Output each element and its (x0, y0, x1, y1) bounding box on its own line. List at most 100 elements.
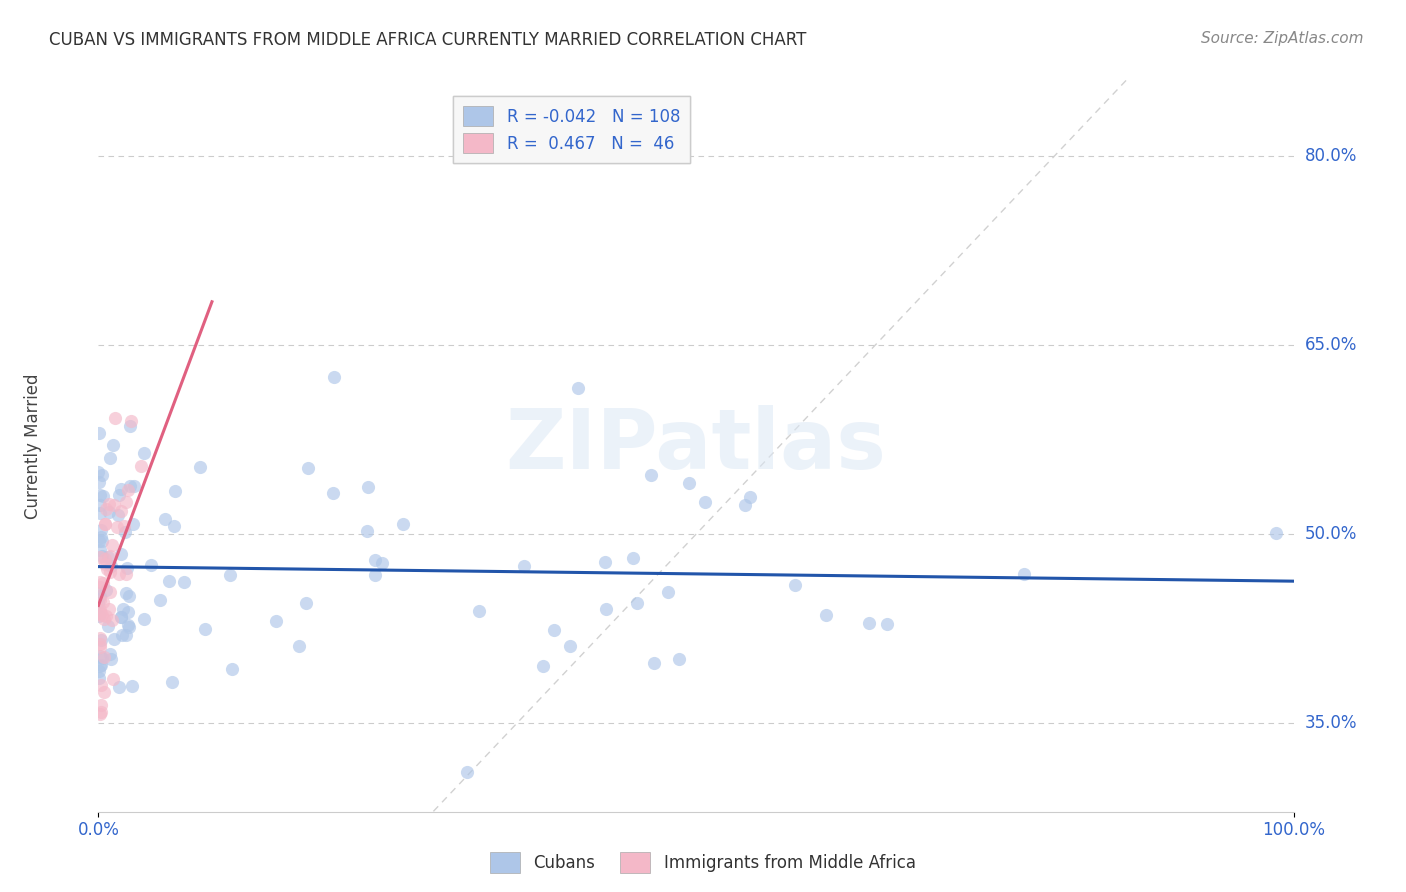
Point (595, 602, 617, 616)
Point (815, 607, 838, 622)
Text: 35.0%: 35.0% (1305, 714, 1357, 732)
Point (89, 649, 111, 664)
Point (121, 679, 143, 693)
Point (87, 664, 110, 678)
Point (173, 575, 195, 590)
Point (87, 586, 110, 600)
Point (90, 706, 112, 720)
Point (89, 606, 111, 620)
Point (114, 586, 136, 600)
Point (640, 467, 662, 482)
Point (89, 498, 111, 512)
Point (543, 624, 565, 638)
Point (297, 461, 319, 475)
Point (124, 479, 146, 493)
Point (94, 502, 117, 516)
Point (89, 593, 111, 607)
Point (98, 565, 121, 579)
Text: CUBAN VS IMMIGRANTS FROM MIDDLE AFRICA CURRENTLY MARRIED CORRELATION CHART: CUBAN VS IMMIGRANTS FROM MIDDLE AFRICA C… (49, 31, 807, 49)
Point (110, 482, 132, 496)
Point (858, 616, 880, 631)
Legend: R = -0.042   N = 108, R =  0.467   N =  46: R = -0.042 N = 108, R = 0.467 N = 46 (453, 96, 690, 163)
Point (100, 538, 122, 552)
Point (785, 577, 807, 591)
Point (94, 517, 117, 532)
Point (89, 542, 111, 557)
Point (97, 505, 120, 519)
Point (89, 589, 111, 603)
Point (90, 698, 112, 712)
Point (111, 602, 134, 616)
Point (668, 651, 690, 665)
Point (110, 609, 132, 624)
Point (734, 498, 756, 512)
Point (110, 504, 132, 518)
Point (364, 553, 387, 567)
Point (90, 658, 112, 673)
Point (194, 622, 217, 636)
Point (114, 567, 136, 582)
Point (114, 495, 136, 509)
Point (93, 612, 115, 626)
Point (356, 480, 378, 494)
Point (371, 556, 394, 570)
Point (87, 534, 110, 549)
Point (98, 498, 121, 512)
Point (122, 516, 145, 531)
Point (120, 418, 142, 433)
Point (93, 685, 115, 699)
Point (103, 498, 125, 512)
Point (90, 651, 112, 665)
Point (107, 488, 129, 502)
Point (100, 559, 122, 574)
Point (91, 489, 114, 503)
Point (98, 450, 121, 465)
Point (93, 552, 115, 566)
Point (89, 549, 111, 564)
Point (94, 558, 117, 572)
Point (114, 524, 136, 539)
Point (97, 549, 120, 564)
Point (89, 671, 111, 685)
Point (93, 650, 115, 665)
Point (94, 582, 117, 597)
Point (89, 603, 111, 617)
Text: ZIPatlas: ZIPatlas (506, 406, 886, 486)
Point (101, 437, 124, 451)
Text: 80.0%: 80.0% (1305, 147, 1357, 165)
Point (364, 568, 387, 582)
Point (107, 508, 129, 523)
Point (513, 559, 536, 574)
Point (322, 485, 344, 500)
Point (165, 484, 187, 499)
Point (118, 619, 141, 633)
Point (96, 609, 118, 624)
Point (87, 609, 110, 624)
Point (678, 476, 700, 491)
Point (89, 631, 111, 645)
Point (89, 607, 111, 621)
Point (322, 370, 344, 384)
Legend: Cubans, Immigrants from Middle Africa: Cubans, Immigrants from Middle Africa (484, 846, 922, 880)
Point (467, 603, 489, 617)
Point (876, 616, 898, 631)
Point (89, 506, 111, 520)
Point (87, 466, 110, 480)
Point (100, 652, 122, 666)
Point (118, 479, 141, 493)
Text: Currently Married: Currently Married (24, 373, 42, 519)
Point (155, 512, 177, 526)
Point (112, 519, 135, 533)
Point (356, 524, 378, 538)
Point (107, 681, 129, 695)
Point (96, 562, 118, 576)
Point (89, 488, 111, 502)
Point (132, 612, 155, 626)
Point (89, 659, 111, 673)
Point (89, 640, 111, 654)
Point (93, 575, 115, 590)
Point (108, 566, 131, 581)
Point (188, 459, 211, 474)
Point (98, 647, 121, 661)
Point (118, 589, 141, 603)
